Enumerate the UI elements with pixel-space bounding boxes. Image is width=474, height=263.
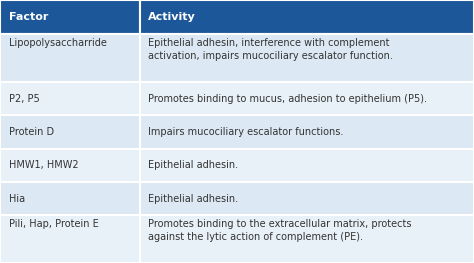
Bar — [140, 34, 474, 82]
Bar — [0, 82, 140, 115]
Text: Factor: Factor — [9, 12, 48, 22]
Bar — [0, 115, 140, 149]
Text: Protein D: Protein D — [9, 127, 54, 137]
Text: HMW1, HMW2: HMW1, HMW2 — [9, 160, 78, 170]
Text: Lipopolysaccharride: Lipopolysaccharride — [9, 38, 106, 48]
Bar — [140, 82, 474, 115]
Text: Epithelial adhesin.: Epithelial adhesin. — [148, 160, 238, 170]
Text: P2, P5: P2, P5 — [9, 94, 39, 104]
Bar — [0, 34, 140, 82]
Bar — [0, 149, 140, 182]
Bar — [0, 215, 140, 263]
Bar — [140, 0, 474, 34]
Text: Epithelial adhesin.: Epithelial adhesin. — [148, 194, 238, 204]
Bar — [140, 182, 474, 215]
Text: Pili, Hap, Protein E: Pili, Hap, Protein E — [9, 219, 98, 229]
Text: Promotes binding to mucus, adhesion to epithelium (P5).: Promotes binding to mucus, adhesion to e… — [148, 94, 428, 104]
Text: Hia: Hia — [9, 194, 25, 204]
Text: Activity: Activity — [148, 12, 196, 22]
Text: Impairs mucociliary escalator functions.: Impairs mucociliary escalator functions. — [148, 127, 344, 137]
Text: Promotes binding to the extracellular matrix, protects
against the lytic action : Promotes binding to the extracellular ma… — [148, 219, 412, 242]
Text: Epithelial adhesin, interference with complement
activation, impairs mucociliary: Epithelial adhesin, interference with co… — [148, 38, 393, 61]
Bar — [140, 149, 474, 182]
Bar — [0, 0, 140, 34]
Bar — [140, 115, 474, 149]
Bar — [0, 182, 140, 215]
Bar — [140, 215, 474, 263]
